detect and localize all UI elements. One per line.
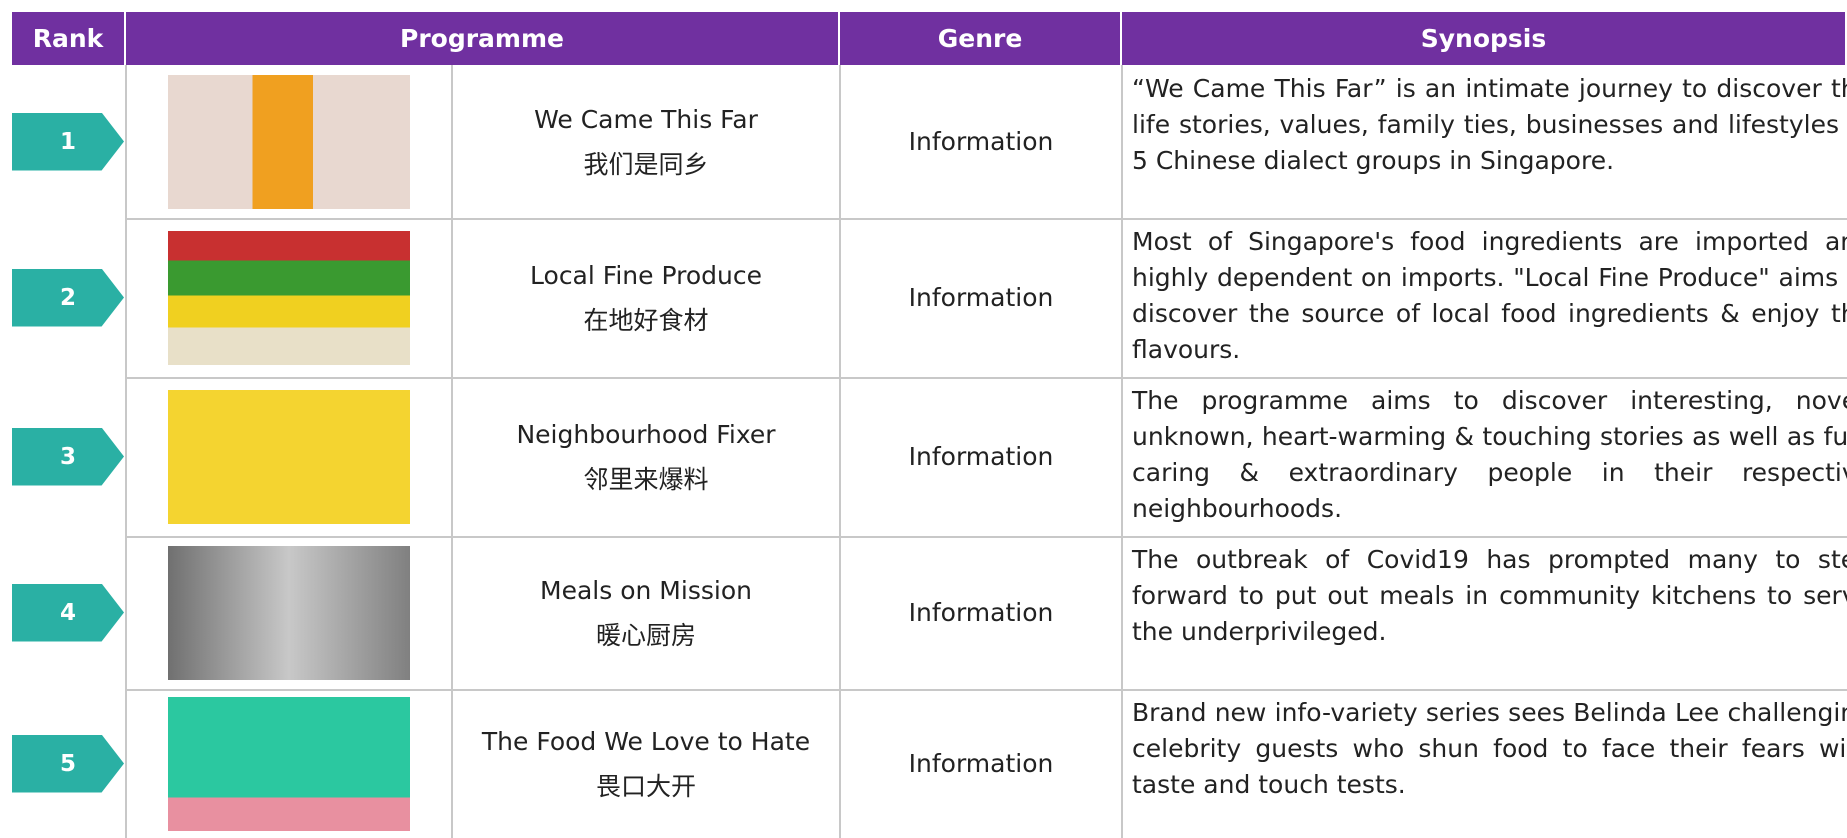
- programme-title-zh: 畏口大开: [595, 771, 696, 801]
- divider: [125, 65, 127, 838]
- rank-badge: 1: [12, 112, 124, 171]
- programme-title: The Food We Love to Hate: [481, 726, 811, 756]
- programme-title-zh: 在地好食材: [583, 305, 709, 335]
- programme-cell: Neighbourhood Fixer 邻里来爆料: [452, 377, 840, 536]
- programme-cell: We Came This Far 我们是同乡: [452, 65, 840, 218]
- programme-thumbnail: [168, 696, 410, 831]
- synopsis: The programme aims to discover interesti…: [1132, 386, 1847, 523]
- programme-title-zh: 暖心厨房: [595, 620, 696, 650]
- programme-title-zh: 我们是同乡: [583, 149, 709, 179]
- header-genre: Genre: [840, 12, 1122, 65]
- programme-thumbnail: [168, 545, 410, 680]
- rank-badge: 4: [12, 583, 124, 642]
- header-rank: Rank: [12, 12, 126, 65]
- genre-cell: Information: [908, 598, 1054, 627]
- rank-badge: 2: [12, 268, 124, 327]
- programme-cell: The Food We Love to Hate 畏口大开: [452, 689, 840, 838]
- divider: [1121, 65, 1123, 838]
- header-programme: Programme: [126, 12, 840, 65]
- programme-title: Meals on Mission: [540, 575, 752, 605]
- synopsis: “We Came This Far” is an intimate journe…: [1132, 74, 1847, 175]
- genre-cell: Information: [908, 283, 1054, 312]
- header-synopsis: Synopsis: [1122, 12, 1847, 65]
- programme-title: Local Fine Produce: [530, 260, 762, 290]
- divider: [839, 65, 841, 838]
- divider: [451, 65, 453, 838]
- genre-cell: Information: [908, 442, 1054, 471]
- programme-title: We Came This Far: [534, 104, 758, 134]
- table-row: [126, 536, 1847, 691]
- genre-cell: Information: [908, 749, 1054, 778]
- table-row: [126, 377, 1847, 538]
- programme-cell: Local Fine Produce 在地好食材: [452, 218, 840, 377]
- programme-title-zh: 邻里来爆料: [583, 464, 709, 494]
- synopsis: Most of Singapore's food ingredients are…: [1132, 227, 1847, 364]
- table-row: [126, 218, 1847, 379]
- synopsis: Brand new info-variety series sees Belin…: [1132, 698, 1847, 799]
- genre-cell: Information: [908, 127, 1054, 156]
- programme-thumbnail: [168, 230, 410, 365]
- rank-badge: 3: [12, 427, 124, 486]
- programme-title: Neighbourhood Fixer: [516, 419, 776, 449]
- rank-badge: 5: [12, 734, 124, 793]
- table-row: [126, 65, 1847, 220]
- programme-thumbnail: [168, 389, 410, 524]
- synopsis: The outbreak of Covid19 has prompted man…: [1132, 545, 1847, 646]
- programme-thumbnail: [168, 74, 410, 209]
- programme-cell: Meals on Mission 暖心厨房: [452, 536, 840, 689]
